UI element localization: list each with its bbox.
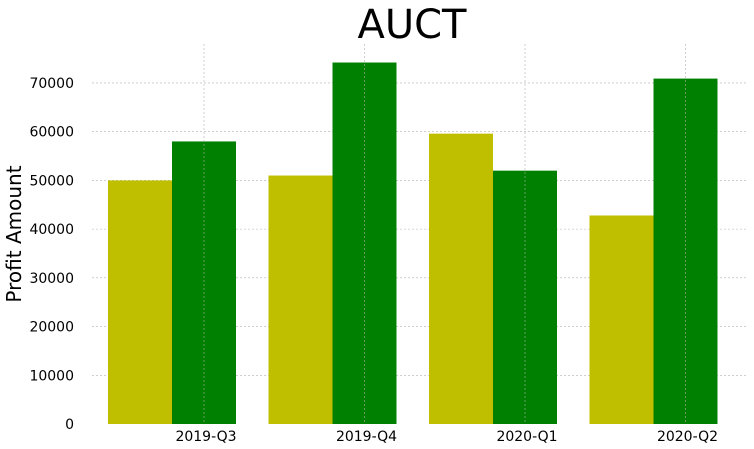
y-tick-label: 0 bbox=[65, 417, 74, 433]
x-tick-label: 2020-Q1 bbox=[496, 429, 557, 445]
bars bbox=[108, 44, 718, 425]
y-tick-label: 10000 bbox=[29, 368, 74, 384]
y-axis-label: Profit Amount bbox=[2, 165, 26, 302]
bar bbox=[332, 62, 397, 425]
y-tick-label: 30000 bbox=[29, 271, 74, 287]
bar bbox=[108, 180, 172, 424]
bar bbox=[268, 175, 333, 424]
y-tick-label: 70000 bbox=[29, 76, 74, 92]
y-tick-label: 60000 bbox=[29, 125, 74, 141]
x-tick-label: 2019-Q3 bbox=[175, 429, 236, 445]
x-tick-label: 2019-Q4 bbox=[336, 429, 397, 445]
bar bbox=[589, 215, 654, 424]
y-tick-label: 40000 bbox=[29, 222, 74, 238]
x-tick-label: 2020-Q2 bbox=[657, 429, 718, 445]
y-tick-labels: 0 10000 20000 30000 40000 50000 60000 70000 bbox=[29, 76, 74, 433]
y-tick-label: 50000 bbox=[29, 173, 74, 189]
bar bbox=[429, 133, 493, 424]
x-tick-labels: 2019-Q3 2019-Q4 2020-Q1 2020-Q2 bbox=[175, 429, 718, 445]
y-tick-label: 20000 bbox=[29, 320, 74, 336]
chart-title: AUCT bbox=[357, 2, 467, 48]
